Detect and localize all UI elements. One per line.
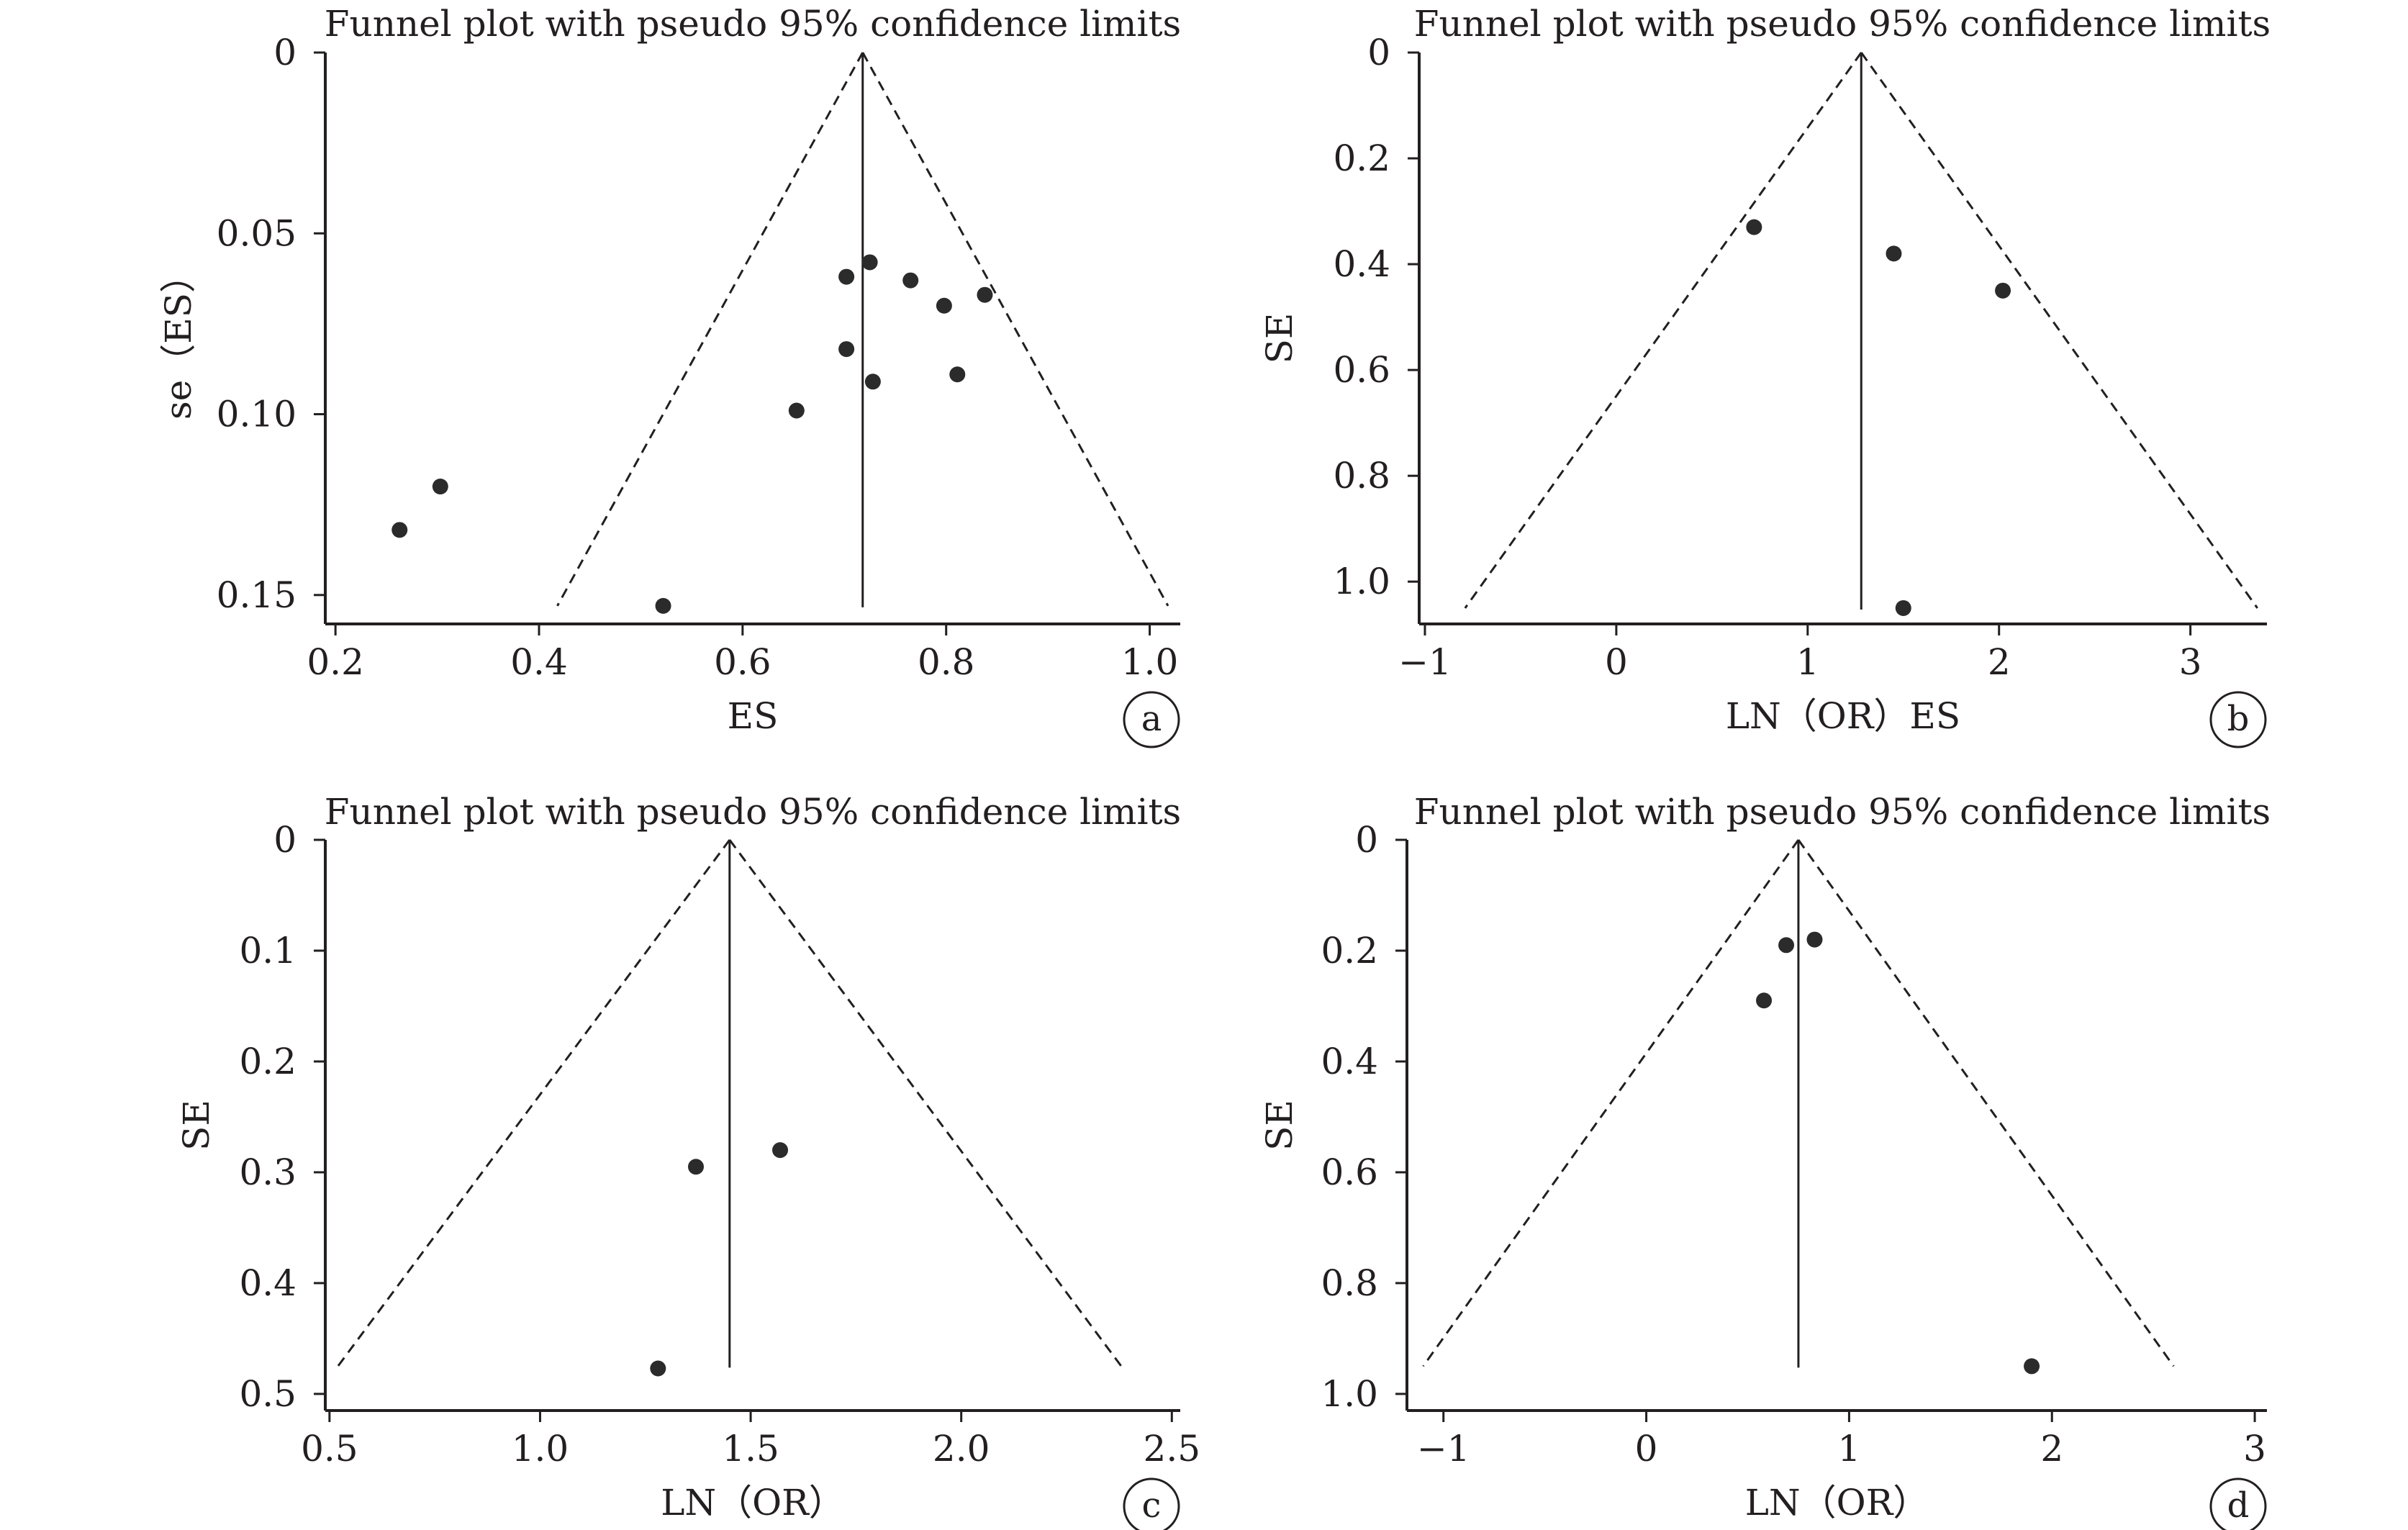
panel-d-title: Funnel plot with pseudo 95% confidence l… [1414, 791, 2271, 833]
panel-b-y-tick-label: 0.4 [1333, 243, 1390, 285]
panel-a-y-tick-label: 0.05 [217, 212, 297, 254]
panel-a-lower-ci-limit [556, 52, 864, 607]
panel-c-y-tick-label: 0.3 [239, 1151, 297, 1193]
panel-d-y-label: SE [1259, 1100, 1300, 1151]
panel-b-y-tick-label: 0 [1367, 32, 1390, 73]
panel-a-y-label: se（ES） [158, 257, 199, 420]
panel-b-x-label: LN（OR）ES [1726, 695, 1960, 737]
panel-a-study-point [902, 272, 919, 289]
panel-a-study-point [788, 402, 805, 419]
panel-b-x-tick-label: 2 [1988, 641, 2011, 683]
panel-a-y-tick-label: 0 [273, 32, 297, 73]
panel-c-y-tick-label: 0.5 [239, 1373, 297, 1415]
panel-a-study-point [655, 597, 671, 614]
panel-d-study-point [1756, 992, 1773, 1009]
panel-c-study-point [687, 1159, 704, 1175]
panel-c-y-tick-label: 0.2 [239, 1041, 297, 1082]
panel-c-study-point [772, 1142, 789, 1159]
panel-a-study-point [936, 297, 952, 314]
panel-c-y-tick-label: 0 [273, 819, 297, 861]
panel-a-x-tick-label: 1.0 [1121, 641, 1179, 683]
panel-b-title: Funnel plot with pseudo 95% confidence l… [1414, 3, 2271, 45]
panel-b-study-point [1886, 245, 1902, 262]
panel-a-study-point [949, 366, 966, 383]
panel-d-x-tick-label: 1 [1838, 1428, 1861, 1470]
panel-d-lower-ci-limit [1422, 839, 1800, 1367]
panel-b-x-tick-label: 1 [1796, 641, 1819, 683]
panel-c-y-label: SE [176, 1100, 217, 1151]
panel-b-y-tick-label: 0.2 [1333, 137, 1390, 179]
panel-d: Funnel plot with pseudo 95% confidence l… [1259, 791, 2271, 1530]
panel-c-x-tick-label: 2.5 [1144, 1428, 1201, 1470]
panel-b-x-tick-label: 0 [1605, 641, 1628, 683]
panel-c-x-tick-label: 1.0 [512, 1428, 569, 1470]
panel-a-title: Funnel plot with pseudo 95% confidence l… [325, 3, 1181, 45]
panel-b-letter-circle [2209, 691, 2267, 748]
panel-d-x-tick-label: 2 [2040, 1428, 2063, 1470]
panel-d-study-point [2024, 1358, 2040, 1375]
panel-a-x-tick-label: 0.6 [714, 641, 771, 683]
panel-b-letter: b [2227, 699, 2250, 739]
panel-b-y-tick-label: 1.0 [1333, 561, 1390, 602]
panel-d-letter: d [2227, 1485, 2250, 1526]
panel-b-upper-ci-limit [1860, 52, 2258, 609]
panel-d-study-point [1778, 937, 1795, 954]
panel-d-y-tick-label: 0.8 [1321, 1262, 1378, 1304]
panel-a-x-label: ES [728, 695, 779, 737]
panel-c-x-tick-label: 0.5 [301, 1428, 358, 1470]
panel-a-y-tick-label: 0.15 [217, 574, 297, 616]
panel-d-y-tick-label: 0 [1355, 819, 1378, 861]
panel-b-x-tick-label: 3 [2179, 641, 2202, 683]
panel-a-upper-ci-limit [861, 52, 1169, 607]
panel-b: Funnel plot with pseudo 95% confidence l… [1259, 3, 2271, 748]
panel-b-study-point [1746, 219, 1762, 235]
panel-d-x-tick-label: −1 [1417, 1428, 1470, 1470]
panel-b-y-label: SE [1259, 313, 1300, 364]
panel-a-study-point [391, 522, 408, 538]
panel-c-lower-ci-limit [337, 839, 731, 1367]
panel-c: Funnel plot with pseudo 95% confidence l… [176, 791, 1200, 1530]
panel-a-x-tick-label: 0.2 [307, 641, 364, 683]
panel-a-study-point [864, 374, 881, 390]
panel-d-upper-ci-limit [1797, 839, 2175, 1367]
panel-a-letter: a [1141, 699, 1162, 739]
panel-d-y-tick-label: 1.0 [1321, 1373, 1378, 1415]
panel-c-x-tick-label: 1.5 [722, 1428, 779, 1470]
panel-d-x-tick-label: 0 [1635, 1428, 1658, 1470]
panel-a-y-tick-label: 0.10 [217, 394, 297, 435]
panel-c-y-tick-label: 0.4 [239, 1262, 297, 1304]
panel-a-study-point [977, 286, 993, 303]
panel-c-upper-ci-limit [728, 839, 1123, 1367]
panel-b-lower-ci-limit [1464, 52, 1862, 609]
panel-d-x-label: LN（OR） [1745, 1482, 1929, 1524]
panel-a-x-tick-label: 0.4 [510, 641, 568, 683]
panel-b-y-tick-label: 0.6 [1333, 349, 1390, 391]
panel-a-study-point [861, 254, 878, 271]
panel-a-x-tick-label: 0.8 [918, 641, 975, 683]
panel-a-study-point [838, 341, 855, 358]
panel-c-x-label: LN（OR） [661, 1482, 845, 1524]
panel-a-study-point [838, 268, 855, 285]
panel-d-y-tick-label: 0.2 [1321, 930, 1378, 972]
panel-c-letter-circle [1123, 1477, 1180, 1530]
panel-d-letter-circle [2209, 1477, 2267, 1530]
panel-a-letter-circle [1123, 691, 1180, 748]
panel-d-study-point [1806, 931, 1823, 948]
panel-c-study-point [650, 1360, 666, 1377]
panel-d-x-tick-label: 3 [2243, 1428, 2266, 1470]
panel-c-letter: c [1142, 1485, 1162, 1526]
panel-a-study-point [432, 479, 448, 495]
panel-d-y-tick-label: 0.6 [1321, 1151, 1378, 1193]
panel-b-x-tick-label: −1 [1398, 641, 1452, 683]
panel-b-y-tick-label: 0.8 [1333, 455, 1390, 497]
panel-d-y-tick-label: 0.4 [1321, 1041, 1378, 1082]
panel-b-study-point [1995, 282, 2011, 299]
panel-c-x-tick-label: 2.0 [933, 1428, 990, 1470]
panel-c-title: Funnel plot with pseudo 95% confidence l… [325, 791, 1181, 833]
panel-c-y-tick-label: 0.1 [239, 930, 297, 972]
panel-b-study-point [1895, 599, 1911, 616]
panel-a: Funnel plot with pseudo 95% confidence l… [158, 3, 1181, 748]
